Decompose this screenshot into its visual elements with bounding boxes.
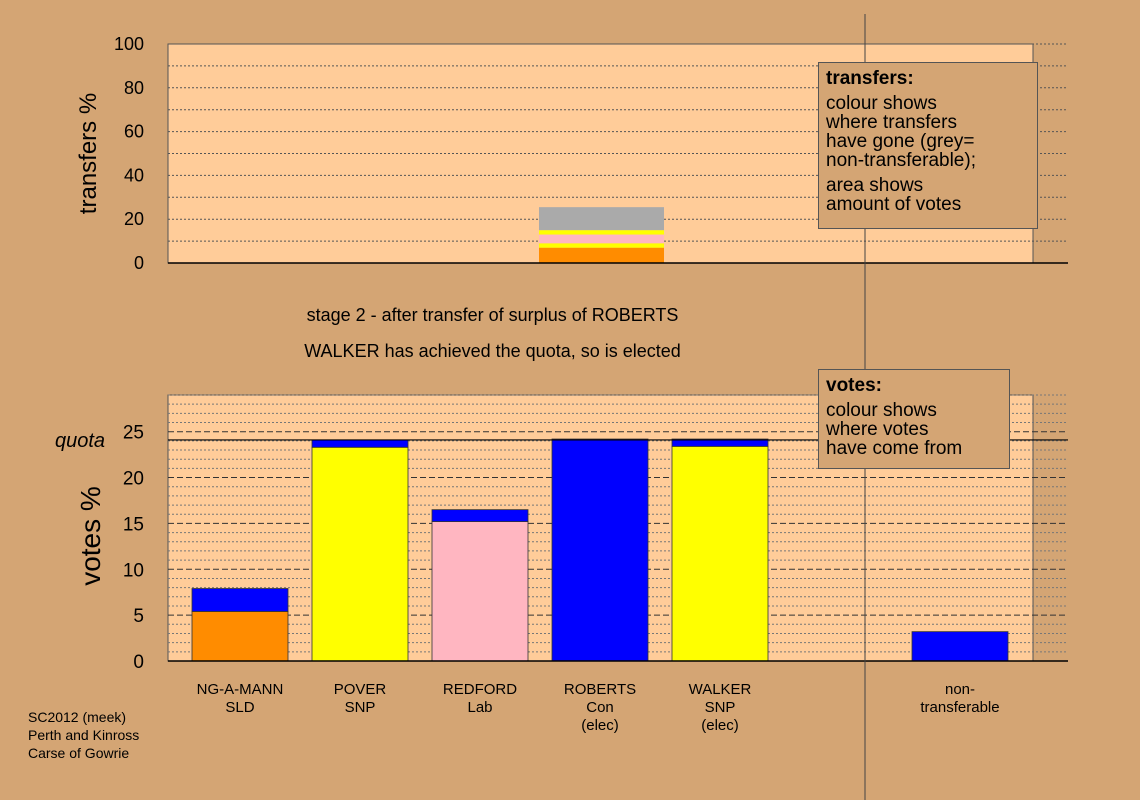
y-tick-label: 25 <box>123 423 144 444</box>
footer-info: SC2012 (meek) Perth and Kinross Carse of… <box>28 708 139 762</box>
y-tick-label: 40 <box>124 165 144 185</box>
quota-label: quota <box>55 430 105 452</box>
y-tick-label: 60 <box>124 122 144 142</box>
category-label: SLD <box>225 699 254 716</box>
footer-council: Perth and Kinross <box>28 727 140 743</box>
votes-legend-title: votes: <box>826 375 882 396</box>
y-tick-label: 10 <box>123 560 144 581</box>
transfer-segment <box>539 243 664 248</box>
legend-line: area shows <box>826 175 924 196</box>
y-tick-label: 0 <box>134 253 144 273</box>
y-tick-label: 20 <box>123 469 144 490</box>
vote-bar-transfer <box>671 438 769 447</box>
y-tick-label: 100 <box>114 34 144 54</box>
status-caption: WALKER has achieved the quota, so is ele… <box>304 341 681 361</box>
category-label: WALKER <box>689 681 752 698</box>
category-label: Lab <box>467 699 492 716</box>
legend-line: colour shows <box>826 93 937 114</box>
y-tick-label: 20 <box>124 209 144 229</box>
category-label: REDFORD <box>443 681 517 698</box>
category-label: transferable <box>920 699 999 716</box>
transfer-segment <box>539 234 664 244</box>
legend-line: amount of votes <box>826 194 962 215</box>
y-tick-label: 15 <box>123 514 144 535</box>
category-label: SNP <box>345 699 376 716</box>
transfer-segment <box>539 207 664 231</box>
legend-line: where votes <box>826 419 929 440</box>
vote-bar-transfer <box>191 588 289 612</box>
y-tick-label: 0 <box>133 652 144 673</box>
category-label: POVER <box>334 681 387 698</box>
transfer-segment <box>539 247 664 263</box>
vote-bar-transfer <box>311 439 409 448</box>
legend-line: have come from <box>826 438 963 459</box>
stage-caption: stage 2 - after transfer of surplus of R… <box>306 305 679 325</box>
transfers-legend-title: transfers: <box>826 68 914 89</box>
y-tick-label: 5 <box>133 606 144 627</box>
vote-bar-base <box>431 521 529 662</box>
category-label: (elec) <box>701 717 739 734</box>
category-label: ROBERTS <box>564 681 636 698</box>
legend-line: where transfers <box>826 112 957 133</box>
category-label: Con <box>586 699 614 716</box>
footer-ward: Carse of Gowrie <box>28 745 130 761</box>
vote-bar-base <box>191 611 289 662</box>
vote-bar-base <box>671 445 769 662</box>
y-axis-label: transfers % <box>75 93 102 214</box>
y-tick-label: 80 <box>124 78 144 98</box>
category-label: SNP <box>705 699 736 716</box>
transfers-legend: transfers: colour shows where transfers … <box>818 62 1038 229</box>
vote-bar-transfer <box>911 631 1009 662</box>
transfer-segment <box>539 230 664 235</box>
legend-line: colour shows <box>826 400 937 421</box>
votes-legend: votes: colour shows where votes have com… <box>818 369 1010 469</box>
vote-bar-transfer <box>431 509 529 522</box>
vote-bar-base <box>311 446 409 662</box>
legend-line: non-transferable); <box>826 150 976 171</box>
legend-line: have gone (grey= <box>826 131 975 152</box>
category-label: NG-A-MANN <box>197 681 284 698</box>
vote-bar-base <box>551 438 649 662</box>
y-axis-label: votes % <box>75 486 106 586</box>
footer-election: SC2012 (meek) <box>28 709 127 725</box>
category-label: non- <box>945 681 975 698</box>
category-label: (elec) <box>581 717 619 734</box>
